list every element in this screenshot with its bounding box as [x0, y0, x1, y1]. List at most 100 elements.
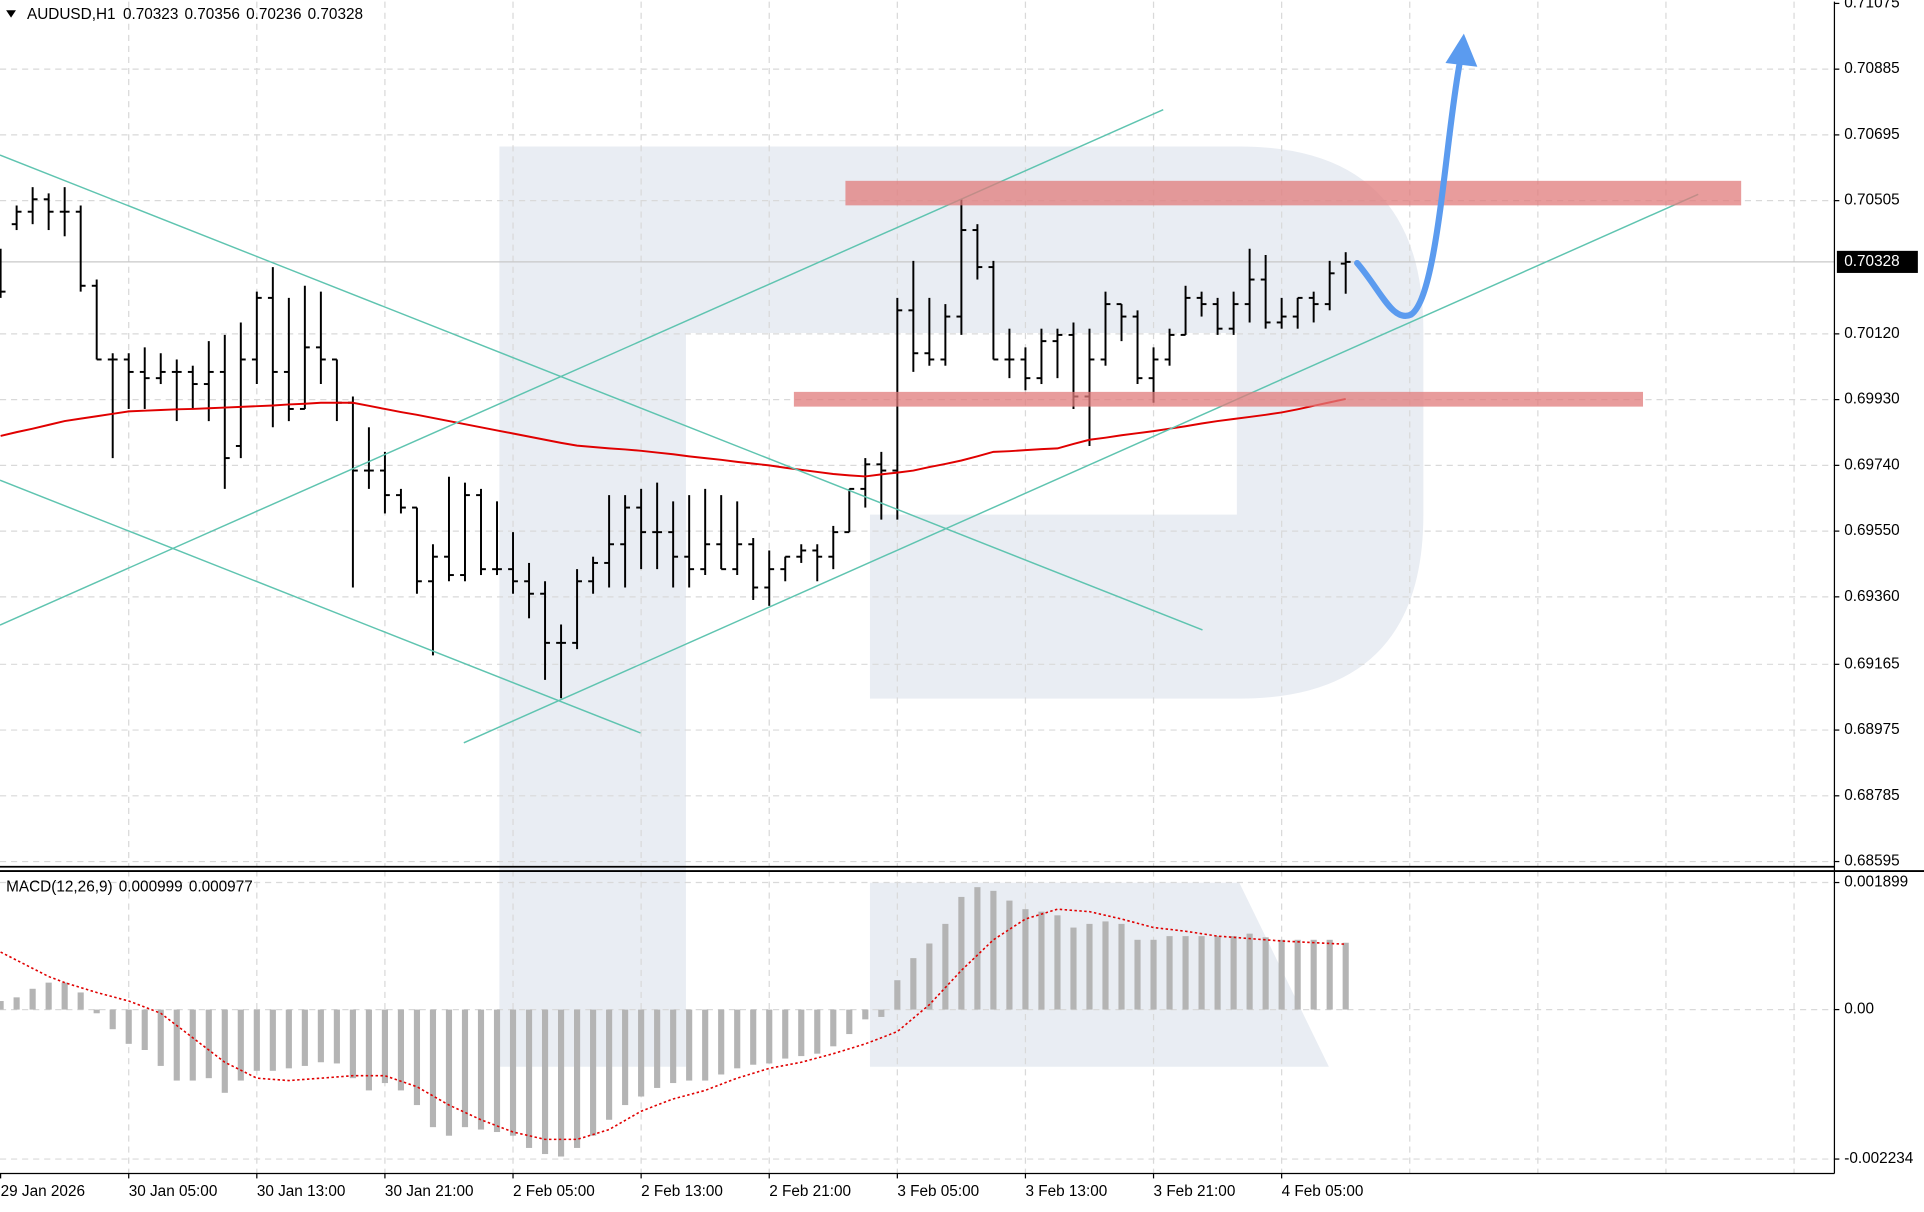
trend-line: [463, 193, 1699, 744]
histogram-bar: [61, 982, 68, 1010]
y-tick-label: 0.71075: [1844, 0, 1899, 11]
histogram-bar: [269, 1009, 276, 1071]
trend-line: [0, 479, 641, 734]
y-tick-label: 0.70695: [1844, 126, 1899, 143]
histogram-bar: [926, 943, 933, 1010]
histogram-bar: [29, 988, 36, 1010]
histogram-bar: [461, 1009, 469, 1128]
histogram-bar: [141, 1009, 148, 1050]
histogram-bar: [1038, 911, 1045, 1010]
y-tick-label: 0.70120: [1844, 325, 1899, 342]
histogram-bar: [1246, 933, 1253, 1010]
x-tick-label: 30 Jan 21:00: [385, 1183, 474, 1200]
y-tick-label: 0.69740: [1844, 456, 1899, 473]
histogram-bar: [894, 980, 901, 1010]
histogram-bar: [1262, 937, 1269, 1010]
histogram-bar: [766, 1009, 773, 1064]
histogram-bar: [189, 1009, 196, 1081]
histogram-bar: [686, 1009, 693, 1081]
annotations: AUDUSD,H1 0.70323 0.70356 0.70236 0.70328 MA…: [0, 1, 1924, 1175]
histogram-bar: [574, 1009, 581, 1148]
histogram-bar: [1150, 939, 1157, 1010]
histogram-bar: [445, 1009, 453, 1136]
header-high: 0.70356: [185, 6, 240, 23]
x-tick-label: 2 Feb 05:00: [513, 1183, 595, 1200]
x-tick-label: 3 Feb 21:00: [1154, 1183, 1236, 1200]
x-tick-label: 30 Jan 05:00: [129, 1183, 218, 1200]
histogram-bar: [1070, 927, 1077, 1010]
x-tick-label: 2 Feb 13:00: [641, 1183, 723, 1200]
x-tick-label: 30 Jan 13:00: [257, 1183, 346, 1200]
histogram-bar: [622, 1009, 629, 1106]
histogram-bar: [750, 1009, 757, 1065]
histogram-bar: [862, 1009, 869, 1020]
dropdown-icon: [6, 10, 16, 18]
y-tick-label: 0.70885: [1844, 60, 1899, 77]
histogram-bar: [205, 1009, 212, 1079]
histogram-bar: [1294, 939, 1301, 1010]
histogram-bar: [798, 1009, 805, 1057]
histogram-bar: [1166, 936, 1173, 1010]
y-tick-label: 0.001899: [1844, 874, 1908, 891]
histogram-bar: [1118, 923, 1125, 1010]
x-tick-label: 4 Feb 05:00: [1282, 1183, 1364, 1200]
histogram-bar: [590, 1009, 597, 1136]
histogram-bar: [942, 923, 949, 1010]
signal-value: 0.000977: [189, 879, 253, 896]
histogram-bar: [814, 1009, 821, 1054]
histogram-bar: [493, 1009, 501, 1133]
histogram-bar: [173, 1009, 180, 1081]
histogram-bar: [157, 1009, 164, 1066]
histogram-bar: [606, 1009, 613, 1120]
histogram-bar: [958, 896, 965, 1010]
symbol: AUDUSD,H1: [27, 6, 116, 23]
histogram-bar: [557, 1009, 565, 1157]
histogram-bar: [1198, 936, 1205, 1010]
histogram-bar: [702, 1009, 709, 1081]
histogram-bar: [1102, 921, 1109, 1010]
histogram-bar: [846, 1009, 853, 1035]
y-tick-label: 0.69360: [1844, 588, 1899, 605]
macd-header: MACD(12,26,9) 0.000999 0.000977: [6, 879, 253, 896]
histogram-bar: [77, 992, 84, 1010]
y-tick-label: 0.69550: [1844, 522, 1899, 539]
histogram-bar: [221, 1009, 228, 1093]
resistance-zone: [845, 180, 1742, 206]
histogram-bar: [1006, 900, 1013, 1010]
histogram-bar: [910, 958, 917, 1010]
histogram-bar: [718, 1009, 725, 1075]
macd-value: 0.000999: [119, 879, 183, 896]
histogram-bar: [1086, 923, 1093, 1010]
watermark-leg: [869, 882, 1329, 1067]
histogram-bar: [1182, 936, 1189, 1010]
y-tick-label: 0.68975: [1844, 721, 1899, 738]
histogram-bar: [1214, 936, 1221, 1010]
y-tick-label: 0.68595: [1844, 853, 1899, 870]
histogram-bar: [349, 1009, 356, 1079]
x-tick-label: 3 Feb 05:00: [897, 1183, 979, 1200]
histogram-bar: [45, 982, 52, 1010]
y-tick-label: 0.69165: [1844, 655, 1899, 672]
histogram-bar: [333, 1009, 340, 1064]
macd-title: MACD(12,26,9): [6, 879, 112, 896]
histogram-bar: [1022, 909, 1029, 1010]
histogram-bar: [541, 1009, 549, 1155]
histogram-bar: [638, 1009, 645, 1097]
histogram-bar: [301, 1009, 308, 1066]
x-tick-label: 2 Feb 21:00: [769, 1183, 851, 1200]
histogram-bar: [974, 887, 981, 1010]
trend-line: [0, 154, 1203, 631]
histogram-bar: [990, 890, 997, 1010]
y-tick-label: 0.69930: [1844, 391, 1899, 408]
header-close: 0.70328: [308, 6, 363, 23]
y-tick-label: -0.002234: [1844, 1150, 1914, 1167]
histogram-bar: [654, 1009, 661, 1088]
histogram-bar: [285, 1009, 292, 1069]
histogram-bar: [1326, 939, 1333, 1010]
arrow-head: [1445, 33, 1478, 67]
moving-average: [0, 397, 1346, 478]
price-box: [1836, 250, 1918, 273]
histogram-bar: [1054, 915, 1061, 1010]
